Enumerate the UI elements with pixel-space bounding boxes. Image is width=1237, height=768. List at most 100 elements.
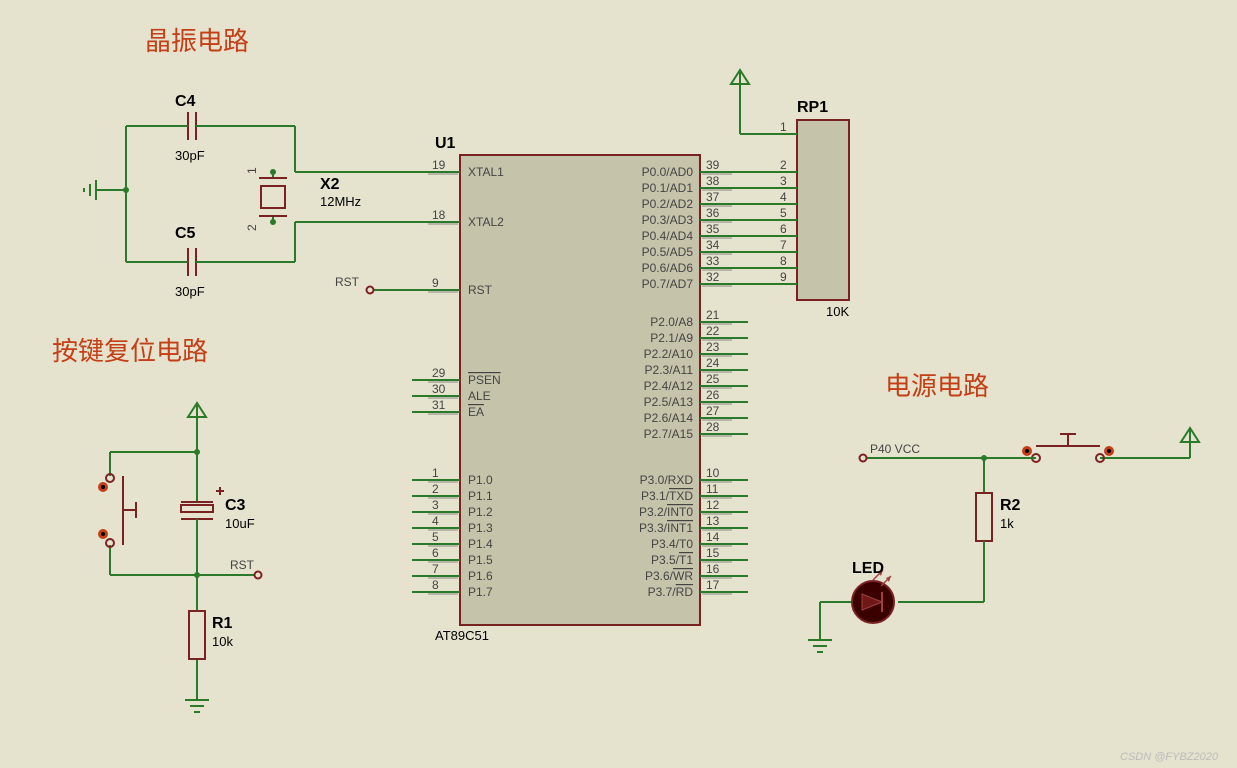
pin-num: 6 [780, 222, 787, 236]
pin-num: 24 [706, 356, 720, 370]
pin-name: P0.1/AD1 [642, 181, 694, 195]
pin-name: ALE [468, 389, 491, 403]
pin-num: 13 [706, 514, 720, 528]
pin-num: 10 [706, 466, 720, 480]
ic-ref: U1 [435, 135, 456, 152]
pin-num: 21 [706, 308, 720, 322]
pin-num: 25 [706, 372, 720, 386]
pin-name: P0.5/AD5 [642, 245, 694, 259]
pin-num: 18 [432, 208, 446, 222]
title-power: 电源电路 [885, 371, 989, 401]
schematic-canvas: U1 AT89C51 19XTAL118XTAL29RST29PSEN30ALE… [0, 0, 1237, 768]
pin-num: 19 [432, 158, 446, 172]
rp1-val: 10K [826, 304, 849, 319]
title-oscillator: 晶振电路 [145, 26, 249, 56]
pin-num: 28 [706, 420, 720, 434]
terminal [367, 287, 374, 294]
c4-ref: C4 [175, 93, 196, 110]
led-ref: LED [852, 560, 884, 577]
pin-name: P3.0/RXD [640, 473, 694, 487]
pin-num: 4 [780, 190, 787, 204]
pin-name: P0.2/AD2 [642, 197, 694, 211]
junction [981, 455, 987, 461]
svg-text:2: 2 [245, 224, 259, 231]
net-rst: RST [335, 275, 360, 289]
pin-name: P1.2 [468, 505, 493, 519]
pin-name: P2.3/A11 [645, 363, 694, 377]
c5-ref: C5 [175, 225, 196, 242]
pin-name: P2.4/A12 [644, 379, 694, 393]
pin-num: 9 [432, 276, 439, 290]
terminal [255, 572, 262, 579]
pin-num: 38 [706, 174, 720, 188]
r2-ref: R2 [1000, 497, 1021, 514]
pin-num: 4 [432, 514, 439, 528]
pin-name: P3.2/INT0 [639, 505, 693, 519]
pin-name: P3.7/RD [648, 585, 694, 599]
pin-name: P2.1/A9 [650, 331, 693, 345]
pin-num: 36 [706, 206, 720, 220]
pin-num: 35 [706, 222, 720, 236]
junction [194, 449, 200, 455]
terminal [860, 455, 867, 462]
rp1-ref: RP1 [797, 99, 828, 116]
pin-num: 16 [706, 562, 720, 576]
junction [123, 187, 129, 193]
pin-num: 33 [706, 254, 720, 268]
pin-num: 8 [780, 254, 787, 268]
pin-num: 29 [432, 366, 446, 380]
pin-num: 17 [706, 578, 720, 592]
title-reset: 按键复位电路 [52, 336, 208, 366]
pin-num: 11 [706, 482, 719, 496]
pin-num: 37 [706, 190, 720, 204]
pin-name: P1.5 [468, 553, 493, 567]
pin-name: P0.6/AD6 [642, 261, 694, 275]
pin-num: 27 [706, 404, 720, 418]
pin-num: 23 [706, 340, 720, 354]
c4-val: 30pF [175, 148, 205, 163]
watermark: CSDN @FYBZ2020 [1120, 751, 1219, 763]
pin-name: P3.4/T0 [651, 537, 693, 551]
pin-num: 31 [432, 398, 446, 412]
pin-num: 12 [706, 498, 720, 512]
pin-num: 32 [706, 270, 720, 284]
ic-u1: U1 AT89C51 19XTAL118XTAL29RST29PSEN30ALE… [428, 135, 732, 643]
pin-num: 1 [432, 466, 439, 480]
pin-name: P1.4 [468, 537, 493, 551]
svg-text:1: 1 [245, 167, 259, 174]
pin-name: P2.0/A8 [650, 315, 693, 329]
pin-num: 15 [706, 546, 720, 560]
pin-name: P1.1 [468, 489, 493, 503]
pin-name: P3.3/INT1 [639, 521, 693, 535]
pin-name: P0.4/AD4 [642, 229, 694, 243]
r1-ref: R1 [212, 615, 233, 632]
net-rst2: RST [230, 558, 255, 572]
pin-name: P2.2/A10 [644, 347, 694, 361]
pin-name: XTAL1 [468, 165, 504, 179]
pin-name: P3.1/TXD [641, 489, 693, 503]
r1-val: 10k [212, 634, 233, 649]
pin-name: P1.3 [468, 521, 493, 535]
pin-num: 8 [432, 578, 439, 592]
pin-num: 22 [706, 324, 720, 338]
pin-name: P2.5/A13 [644, 395, 694, 409]
pin-name: P1.0 [468, 473, 493, 487]
ic-part: AT89C51 [435, 628, 489, 643]
pin-num: 30 [432, 382, 446, 396]
pin-num: 26 [706, 388, 720, 402]
pin-num: 3 [780, 174, 787, 188]
pin-name: P1.6 [468, 569, 493, 583]
pin-name: P0.7/AD7 [642, 277, 694, 291]
pin-num: 7 [780, 238, 787, 252]
r2-val: 1k [1000, 516, 1014, 531]
pin-num: 2 [780, 158, 787, 172]
pin-name: P3.5/T1 [651, 553, 693, 567]
pin-name: P0.0/AD0 [642, 165, 694, 179]
pin-name: P0.3/AD3 [642, 213, 694, 227]
pin-num: 6 [432, 546, 439, 560]
pin-num: 34 [706, 238, 720, 252]
x2-ref: X2 [320, 176, 340, 193]
pin-num: 3 [432, 498, 439, 512]
pin-num: 2 [432, 482, 439, 496]
pin-num: 39 [706, 158, 720, 172]
